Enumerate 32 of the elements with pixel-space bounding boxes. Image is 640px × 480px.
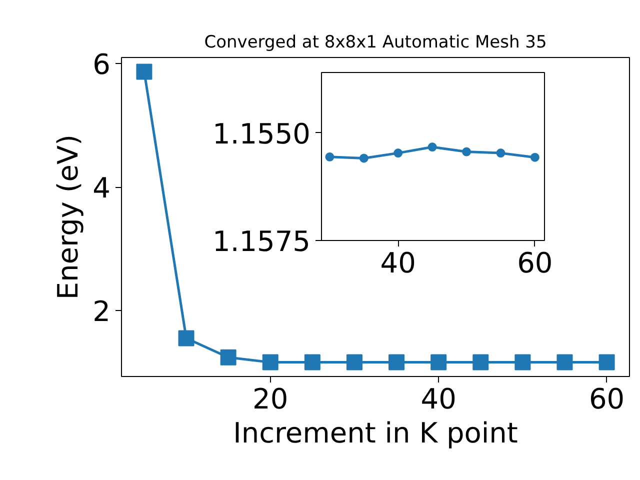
y-tick-label: 4 xyxy=(92,172,111,205)
point xyxy=(359,154,368,163)
point xyxy=(136,64,152,80)
point xyxy=(325,152,334,162)
point xyxy=(462,147,472,156)
point xyxy=(394,148,403,158)
x-tick-label: 60 xyxy=(588,382,625,416)
x-tick-label: 40 xyxy=(420,382,456,416)
point xyxy=(514,354,531,370)
point xyxy=(428,142,437,152)
y-tick-label: 1.1575 xyxy=(212,225,311,258)
point xyxy=(178,330,194,346)
x-tick-label: 20 xyxy=(252,382,288,416)
point xyxy=(598,354,615,370)
y-tick-label: 2 xyxy=(92,294,111,328)
point xyxy=(346,354,362,370)
point xyxy=(530,152,540,162)
point xyxy=(304,354,320,370)
point xyxy=(496,148,506,158)
chart-title: Converged at 8x8x1 Automatic Mesh 35 xyxy=(204,32,547,52)
point xyxy=(262,354,278,370)
y-tick-label: 1.1550 xyxy=(212,117,311,150)
point xyxy=(220,349,236,366)
x-tick-label: 60 xyxy=(517,246,553,280)
x-axis-title: Increment in K point xyxy=(233,416,518,450)
point xyxy=(556,354,573,370)
y-axis-title: Energy (eV) xyxy=(52,134,85,300)
y-tick-label: 6 xyxy=(92,48,111,82)
point xyxy=(472,354,489,370)
point xyxy=(388,354,405,370)
x-tick-label: 40 xyxy=(380,246,416,280)
point xyxy=(430,354,447,370)
